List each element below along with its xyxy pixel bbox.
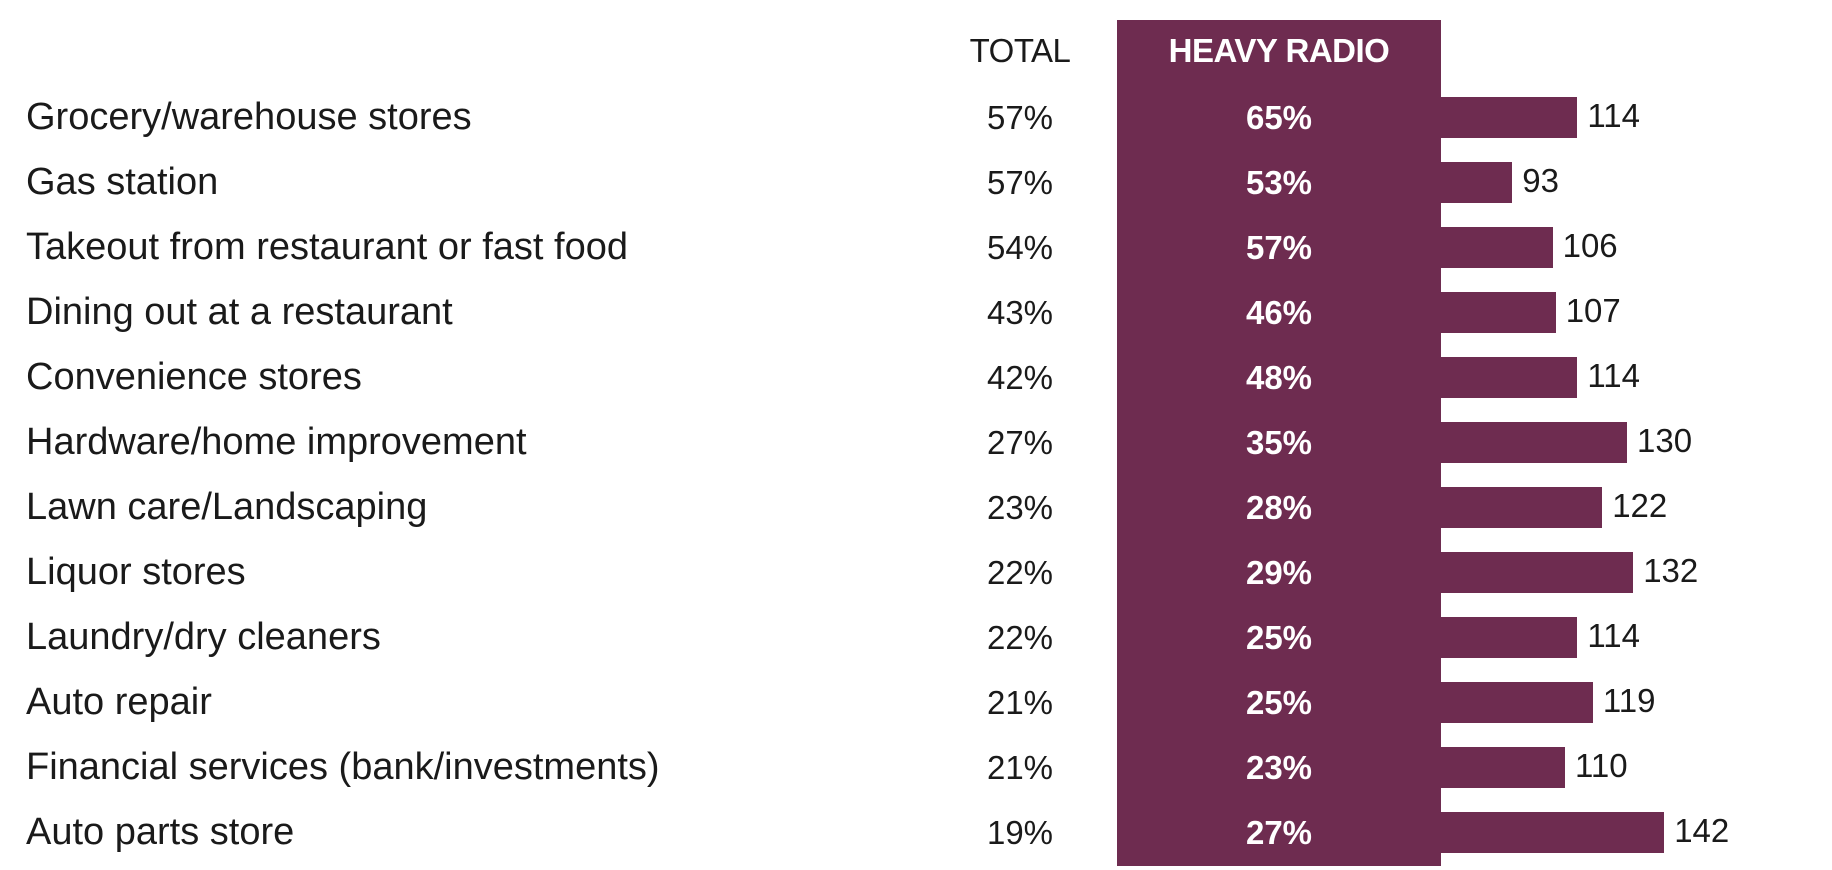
total-value: 22% — [986, 619, 1054, 656]
total-value: 21% — [986, 684, 1054, 721]
total-value: 57% — [986, 164, 1054, 201]
table-row: Dining out at a restaurant 43% 46% 107 — [0, 280, 1832, 345]
category-label: Lawn care/Landscaping — [26, 486, 428, 528]
total-value: 22% — [986, 554, 1054, 591]
total-value: 23% — [986, 489, 1054, 526]
total-value: 57% — [986, 99, 1054, 136]
index-bar — [1441, 487, 1603, 528]
total-column-header: TOTAL — [969, 32, 1071, 69]
index-bar — [1441, 97, 1578, 138]
index-bar — [1441, 357, 1578, 398]
index-bar — [1441, 292, 1556, 333]
heavy-radio-value: 25% — [1245, 619, 1313, 656]
category-label: Financial services (bank/investments) — [26, 746, 660, 788]
total-value: 21% — [986, 749, 1054, 786]
index-bar — [1441, 812, 1665, 853]
index-value-label: 130 — [1637, 422, 1693, 459]
index-bar — [1441, 682, 1593, 723]
table-row: Financial services (bank/investments) 21%… — [0, 735, 1832, 800]
table-row: Grocery/warehouse stores 57% 65% 114 — [0, 85, 1832, 150]
index-value-label: 114 — [1587, 617, 1641, 654]
category-label: Takeout from restaurant or fast food — [26, 226, 628, 268]
heavy-radio-value: 28% — [1245, 489, 1313, 526]
index-value-label: 122 — [1612, 487, 1668, 524]
total-value: 43% — [986, 294, 1054, 331]
category-label: Auto parts store — [26, 811, 295, 853]
category-label: Grocery/warehouse stores — [26, 96, 472, 138]
heavy-radio-value: 46% — [1245, 294, 1313, 331]
table-row: Convenience stores 42% 48% 114 — [0, 345, 1832, 410]
heavy-radio-value: 23% — [1245, 749, 1313, 786]
table-row: Laundry/dry cleaners 22% 25% 114 — [0, 605, 1832, 670]
heavy-radio-value: 29% — [1245, 554, 1313, 591]
category-label: Gas station — [26, 161, 219, 203]
table-row: Lawn care/Landscaping 23% 28% 122 — [0, 475, 1832, 540]
table-row: Hardware/home improvement 27% 35% 130 — [0, 410, 1832, 475]
index-value-label: 93 — [1522, 162, 1560, 199]
category-label: Dining out at a restaurant — [26, 291, 453, 333]
table-row: Auto parts store 19% 27% 142 — [0, 800, 1832, 865]
table-row: Takeout from restaurant or fast food 54% 5… — [0, 215, 1832, 280]
category-label: Auto repair — [26, 681, 212, 723]
index-value-label: 106 — [1562, 227, 1618, 264]
index-value-label: 114 — [1587, 357, 1641, 394]
index-value-label: 132 — [1643, 552, 1699, 589]
index-value-label: 119 — [1602, 682, 1656, 719]
category-label: Laundry/dry cleaners — [26, 616, 381, 658]
index-bar — [1441, 227, 1553, 268]
heavy-radio-value: 65% — [1245, 99, 1313, 136]
total-value: 19% — [986, 814, 1054, 851]
table-row: Gas station 57% 53% 93 — [0, 150, 1832, 215]
index-value-label: 114 — [1587, 97, 1641, 134]
index-bar — [1441, 422, 1627, 463]
heavy-radio-value: 25% — [1245, 684, 1313, 721]
index-bar — [1441, 747, 1565, 788]
category-label: Liquor stores — [26, 551, 246, 593]
category-label: Hardware/home improvement — [26, 421, 527, 463]
heavy-radio-value: 35% — [1245, 424, 1313, 461]
heavy-radio-value: 57% — [1245, 229, 1313, 266]
heavy-radio-column-band — [1117, 20, 1441, 866]
heavy-radio-value: 27% — [1245, 814, 1313, 851]
index-bar — [1441, 552, 1634, 593]
table-row: Liquor stores 22% 29% 132 — [0, 540, 1832, 605]
index-bar — [1441, 617, 1578, 658]
heavy-radio-column-header: HEAVY RADIO — [1168, 32, 1390, 69]
index-value-label: 142 — [1674, 812, 1730, 849]
index-bar — [1441, 162, 1513, 203]
total-value: 27% — [986, 424, 1054, 461]
heavy-radio-value: 48% — [1245, 359, 1313, 396]
heavy-radio-value: 53% — [1245, 164, 1313, 201]
table-row: Auto repair 21% 25% 119 — [0, 670, 1832, 735]
category-label: Convenience stores — [26, 356, 362, 398]
index-value-label: 110 — [1575, 747, 1628, 784]
index-value-label: 107 — [1565, 292, 1621, 329]
total-value: 42% — [986, 359, 1054, 396]
total-value: 54% — [986, 229, 1054, 266]
